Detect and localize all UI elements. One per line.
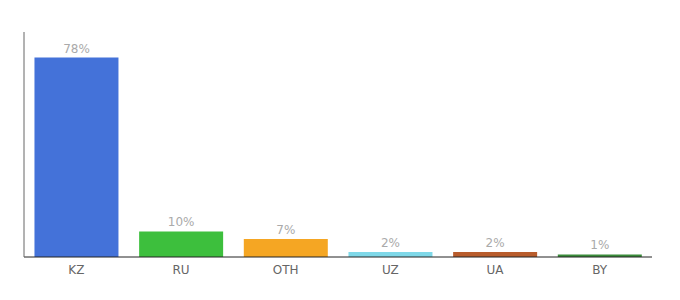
svg-text:1%: 1% <box>590 238 609 252</box>
svg-text:KZ: KZ <box>68 263 84 277</box>
svg-text:78%: 78% <box>63 42 90 56</box>
svg-text:BY: BY <box>592 263 608 277</box>
svg-text:OTH: OTH <box>273 263 299 277</box>
svg-text:UZ: UZ <box>382 263 399 277</box>
svg-text:UA: UA <box>487 263 505 277</box>
svg-text:10%: 10% <box>168 215 195 229</box>
svg-text:RU: RU <box>172 263 189 277</box>
svg-text:2%: 2% <box>381 236 400 250</box>
svg-text:7%: 7% <box>276 223 295 237</box>
svg-text:2%: 2% <box>486 236 505 250</box>
